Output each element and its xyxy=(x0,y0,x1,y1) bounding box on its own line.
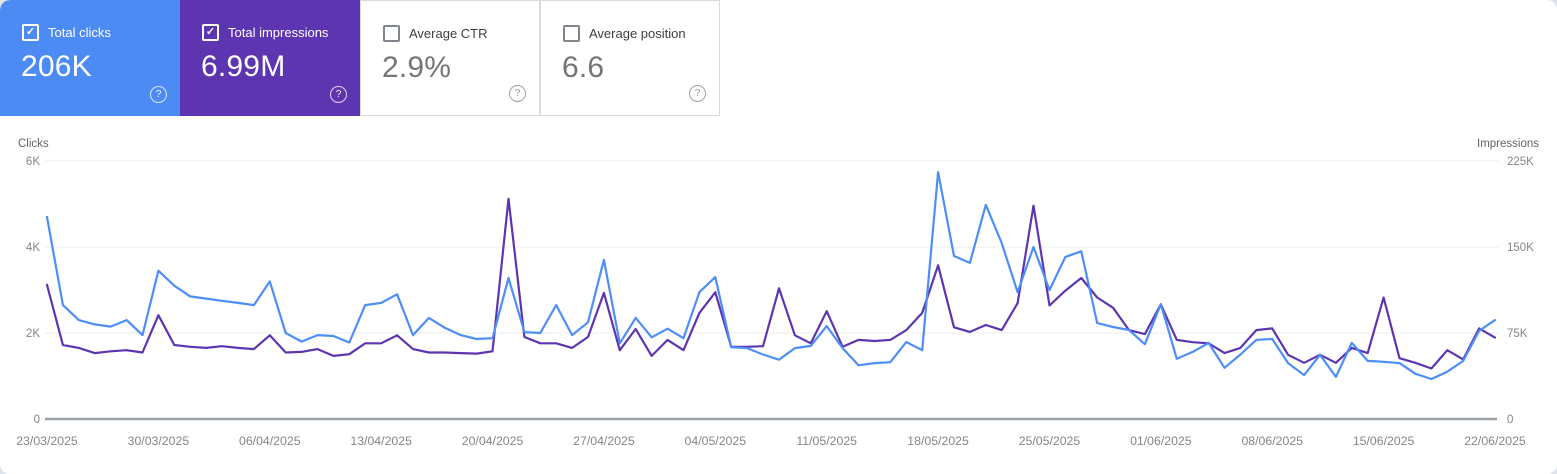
help-icon[interactable]: ? xyxy=(689,85,706,102)
svg-text:20/04/2025: 20/04/2025 xyxy=(462,434,524,448)
total-impressions-line[interactable] xyxy=(45,197,1497,370)
checkbox-average-position-icon[interactable]: ✓ xyxy=(563,25,580,42)
svg-text:23/03/2025: 23/03/2025 xyxy=(16,434,78,448)
left-axis-title: Clicks xyxy=(18,138,49,150)
performance-chart-svg[interactable]: Clicks Impressions 6K 4K 2K 0 225K 150K 75K 0 23/0… xyxy=(0,130,1557,474)
svg-text:0: 0 xyxy=(1507,414,1513,426)
svg-text:04/05/2025: 04/05/2025 xyxy=(685,434,747,448)
total-clicks-line[interactable] xyxy=(45,171,1497,381)
card-label: Average position xyxy=(589,26,686,41)
svg-text:225K: 225K xyxy=(1507,156,1534,168)
svg-text:150K: 150K xyxy=(1507,242,1534,254)
svg-text:01/06/2025: 01/06/2025 xyxy=(1130,434,1192,448)
card-header: ✓ Total clicks xyxy=(22,24,170,41)
performance-chart[interactable]: Clicks Impressions 6K 4K 2K 0 225K 150K 75K 0 23/0… xyxy=(0,130,1557,474)
svg-text:6K: 6K xyxy=(26,156,40,168)
right-axis-title: Impressions xyxy=(1477,138,1539,150)
card-label: Total impressions xyxy=(228,25,329,40)
checkmark-icon: ✓ xyxy=(25,26,36,38)
card-header: ✓ Average position xyxy=(563,25,709,42)
svg-text:4K: 4K xyxy=(26,242,40,254)
right-axis-ticks: 225K 150K 75K 0 xyxy=(1507,156,1534,426)
svg-text:25/05/2025: 25/05/2025 xyxy=(1019,434,1081,448)
svg-text:13/04/2025: 13/04/2025 xyxy=(350,434,412,448)
total-impressions-value: 6.99M xyxy=(201,50,286,83)
x-axis-date-labels: 23/03/2025 30/03/2025 06/04/2025 13/04/2025… xyxy=(16,434,1526,448)
svg-text:0: 0 xyxy=(34,414,40,426)
checkmark-icon: ✓ xyxy=(205,26,216,38)
svg-text:27/04/2025: 27/04/2025 xyxy=(573,434,635,448)
card-total-impressions[interactable]: ✓ Total impressions 6.99M ? xyxy=(180,0,360,116)
average-ctr-value: 2.9% xyxy=(382,51,452,84)
help-icon[interactable]: ? xyxy=(509,85,526,102)
svg-text:22/06/2025: 22/06/2025 xyxy=(1464,434,1526,448)
card-header: ✓ Average CTR xyxy=(383,25,529,42)
svg-text:06/04/2025: 06/04/2025 xyxy=(239,434,301,448)
svg-text:08/06/2025: 08/06/2025 xyxy=(1241,434,1303,448)
help-icon[interactable]: ? xyxy=(330,86,347,103)
gridlines xyxy=(45,160,1499,334)
card-header: ✓ Total impressions xyxy=(202,24,350,41)
card-label: Total clicks xyxy=(48,25,111,40)
metric-cards: ✓ Total clicks 206K ? ✓ Total impression… xyxy=(0,0,720,116)
checkbox-total-impressions-icon[interactable]: ✓ xyxy=(202,24,219,41)
card-average-position[interactable]: ✓ Average position 6.6 ? xyxy=(540,0,720,116)
svg-text:11/05/2025: 11/05/2025 xyxy=(796,434,857,448)
card-average-ctr[interactable]: ✓ Average CTR 2.9% ? xyxy=(360,0,540,116)
svg-text:18/05/2025: 18/05/2025 xyxy=(907,434,969,448)
svg-text:15/06/2025: 15/06/2025 xyxy=(1353,434,1415,448)
help-icon[interactable]: ? xyxy=(150,86,167,103)
svg-text:2K: 2K xyxy=(26,328,40,340)
card-label: Average CTR xyxy=(409,26,488,41)
card-total-clicks[interactable]: ✓ Total clicks 206K ? xyxy=(0,0,180,116)
svg-text:30/03/2025: 30/03/2025 xyxy=(128,434,190,448)
checkbox-total-clicks-icon[interactable]: ✓ xyxy=(22,24,39,41)
average-position-value: 6.6 xyxy=(562,51,605,84)
total-clicks-value: 206K xyxy=(21,50,92,83)
svg-text:75K: 75K xyxy=(1507,328,1528,340)
checkbox-average-ctr-icon[interactable]: ✓ xyxy=(383,25,400,42)
left-axis-ticks: 6K 4K 2K 0 xyxy=(26,156,40,426)
